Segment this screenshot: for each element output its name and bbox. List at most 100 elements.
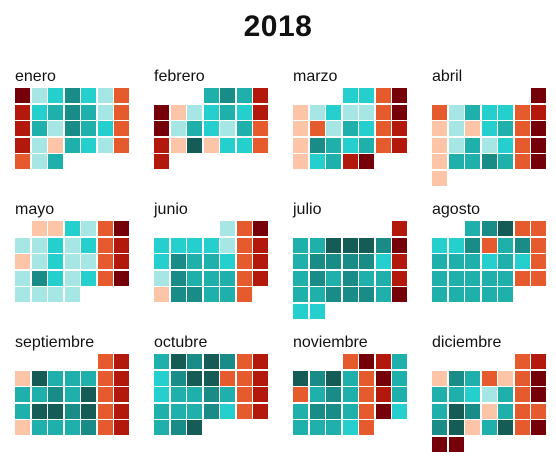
- day-cell: [187, 420, 202, 435]
- day-cell: [154, 370, 169, 386]
- day-cell: [236, 387, 252, 402]
- month-noviembre: noviembre: [293, 334, 413, 454]
- day-cell: [481, 370, 497, 386]
- day-cell: [293, 237, 308, 253]
- day-cell: [64, 88, 80, 103]
- day-cell: [514, 370, 530, 386]
- day-cell: [342, 370, 358, 386]
- day-cell: [342, 254, 358, 269]
- day-cell: [481, 420, 497, 435]
- day-cell: [481, 403, 497, 419]
- month-label: diciembre: [432, 334, 502, 351]
- day-cell: [531, 420, 546, 435]
- day-cell: [114, 121, 129, 136]
- day-cell: [514, 221, 530, 236]
- month-julio: julio: [293, 201, 413, 321]
- day-cell: [481, 287, 497, 302]
- day-cell: [326, 403, 341, 419]
- day-cell: [392, 237, 407, 253]
- day-cell: [253, 137, 268, 153]
- day-cell: [48, 154, 63, 169]
- day-cell: [465, 403, 480, 419]
- day-cell: [253, 403, 268, 419]
- day-cell: [48, 370, 63, 386]
- day-cell: [253, 88, 268, 103]
- day-cell: [498, 387, 513, 402]
- day-cell: [432, 287, 447, 302]
- day-cell: [448, 237, 464, 253]
- day-cell: [514, 154, 530, 169]
- day-cell: [64, 104, 80, 120]
- day-cell: [97, 104, 113, 120]
- day-cell: [64, 420, 80, 435]
- day-cell: [15, 154, 30, 169]
- day-cell: [432, 403, 447, 419]
- month-label: septiembre: [15, 334, 95, 351]
- day-cell: [170, 254, 186, 269]
- day-cell: [392, 104, 407, 120]
- day-cell: [170, 121, 186, 136]
- month-label: abril: [432, 68, 463, 85]
- day-cell: [154, 270, 169, 286]
- day-cell: [203, 237, 219, 253]
- day-cell: [375, 104, 391, 120]
- day-cell: [432, 420, 447, 435]
- day-cell: [253, 370, 268, 386]
- day-cell: [203, 254, 219, 269]
- day-cell: [293, 370, 308, 386]
- day-cell: [375, 88, 391, 103]
- day-cell: [203, 88, 219, 103]
- day-cell: [236, 254, 252, 269]
- day-cell: [81, 270, 96, 286]
- day-cell: [187, 104, 202, 120]
- day-cell: [203, 121, 219, 136]
- day-cell: [81, 221, 96, 236]
- day-cell: [498, 221, 513, 236]
- month-day-grid: [154, 88, 274, 198]
- day-cell: [170, 354, 186, 369]
- day-cell: [531, 154, 546, 169]
- day-cell: [531, 237, 546, 253]
- day-cell: [448, 370, 464, 386]
- day-cell: [309, 387, 325, 402]
- chart-title: 2018: [243, 10, 313, 43]
- day-cell: [481, 270, 497, 286]
- month-label: mayo: [15, 201, 55, 218]
- day-cell: [253, 221, 268, 236]
- day-cell: [81, 137, 96, 153]
- day-cell: [31, 270, 47, 286]
- day-cell: [465, 104, 480, 120]
- day-cell: [498, 270, 513, 286]
- day-cell: [97, 88, 113, 103]
- day-cell: [97, 254, 113, 269]
- day-cell: [293, 121, 308, 136]
- day-cell: [15, 88, 30, 103]
- day-cell: [342, 104, 358, 120]
- month-day-grid: [432, 221, 552, 331]
- day-cell: [342, 287, 358, 302]
- day-cell: [326, 254, 341, 269]
- day-cell: [48, 287, 63, 302]
- day-cell: [170, 104, 186, 120]
- day-cell: [514, 121, 530, 136]
- day-cell: [31, 420, 47, 435]
- day-cell: [309, 403, 325, 419]
- day-cell: [326, 137, 341, 153]
- day-cell: [498, 403, 513, 419]
- day-cell: [309, 420, 325, 435]
- day-cell: [432, 436, 447, 452]
- month-day-grid: [15, 221, 135, 331]
- day-cell: [531, 221, 546, 236]
- day-cell: [236, 221, 252, 236]
- day-cell: [359, 154, 374, 169]
- day-cell: [359, 104, 374, 120]
- day-cell: [514, 387, 530, 402]
- day-cell: [342, 387, 358, 402]
- day-cell: [64, 287, 80, 302]
- day-cell: [170, 270, 186, 286]
- day-cell: [15, 137, 30, 153]
- day-cell: [498, 287, 513, 302]
- day-cell: [309, 287, 325, 302]
- day-cell: [31, 403, 47, 419]
- day-cell: [154, 137, 169, 153]
